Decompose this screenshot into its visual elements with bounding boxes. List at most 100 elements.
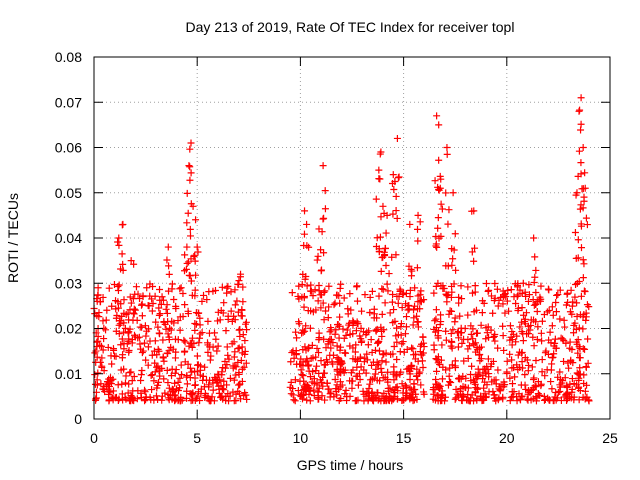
data-point <box>477 321 485 329</box>
data-point <box>318 228 326 236</box>
data-point <box>312 353 320 361</box>
data-point <box>300 303 308 311</box>
data-point <box>441 397 449 405</box>
data-point <box>147 371 155 379</box>
data-point <box>237 395 245 403</box>
data-point <box>432 315 440 323</box>
data-point <box>298 280 306 288</box>
data-point <box>380 350 388 358</box>
data-point <box>519 337 527 345</box>
data-point <box>161 389 169 397</box>
data-point <box>469 376 477 384</box>
data-point <box>467 330 475 338</box>
data-point <box>511 373 519 381</box>
data-point <box>523 356 531 364</box>
data-point <box>374 339 382 347</box>
data-point <box>384 387 392 395</box>
data-point <box>348 384 356 392</box>
data-point <box>187 339 195 347</box>
data-point <box>160 357 168 365</box>
data-point <box>536 391 544 399</box>
data-point <box>572 280 580 288</box>
data-point <box>393 324 401 332</box>
data-point <box>289 347 297 355</box>
data-point <box>414 225 422 233</box>
data-point <box>315 329 323 337</box>
data-point <box>337 395 345 403</box>
data-point <box>433 243 441 251</box>
data-point <box>399 338 407 346</box>
data-point <box>164 243 172 251</box>
data-point <box>93 353 101 361</box>
data-point <box>393 395 401 403</box>
data-point <box>302 387 310 395</box>
data-point <box>239 283 247 291</box>
data-point <box>377 365 385 373</box>
data-point <box>215 385 223 393</box>
data-point <box>201 394 209 402</box>
data-point <box>413 264 421 272</box>
data-point <box>431 177 439 185</box>
data-point <box>548 354 556 362</box>
data-point <box>301 207 309 215</box>
data-point <box>526 326 534 334</box>
data-point <box>181 358 189 366</box>
data-point <box>297 393 305 400</box>
data-point <box>187 277 195 285</box>
data-point <box>377 397 385 405</box>
data-point <box>192 320 200 328</box>
data-point <box>397 331 405 339</box>
data-point <box>577 94 585 102</box>
data-point <box>286 383 294 391</box>
data-point <box>358 307 366 315</box>
data-point <box>98 354 106 362</box>
data-point <box>482 335 490 343</box>
data-point <box>529 296 537 304</box>
data-point <box>458 339 466 347</box>
data-point <box>321 396 329 404</box>
data-point <box>158 396 166 404</box>
data-point <box>115 234 123 242</box>
data-point <box>537 282 545 290</box>
data-point <box>585 396 593 404</box>
data-point <box>583 301 591 309</box>
data-point <box>577 170 585 178</box>
data-point <box>319 299 327 307</box>
data-point <box>303 242 311 250</box>
data-point <box>176 326 184 334</box>
x-tick-label: 15 <box>396 430 412 446</box>
y-tick-label: 0.05 <box>55 185 82 201</box>
data-point <box>376 233 384 241</box>
data-point <box>142 393 150 401</box>
data-point <box>386 309 394 317</box>
data-point <box>433 112 441 120</box>
data-point <box>403 365 411 373</box>
data-point <box>406 286 414 294</box>
data-point <box>554 373 562 381</box>
data-point <box>303 282 311 290</box>
data-point <box>468 362 476 370</box>
data-point <box>127 368 135 376</box>
data-point <box>524 390 532 398</box>
data-point <box>132 283 140 291</box>
data-point <box>150 347 158 355</box>
data-point <box>541 349 549 357</box>
data-point <box>220 299 228 307</box>
data-point <box>570 329 578 337</box>
data-point <box>117 317 125 325</box>
data-point <box>494 366 502 374</box>
data-point <box>144 343 152 351</box>
data-point <box>541 372 549 380</box>
data-point <box>191 367 199 375</box>
data-point <box>556 315 564 323</box>
data-point <box>376 150 384 158</box>
data-point <box>405 262 413 270</box>
data-point <box>162 325 170 333</box>
data-point <box>445 206 453 214</box>
data-point <box>123 340 131 348</box>
data-point <box>381 252 389 260</box>
data-point <box>335 385 343 393</box>
data-point <box>416 305 424 313</box>
data-point <box>163 309 171 317</box>
